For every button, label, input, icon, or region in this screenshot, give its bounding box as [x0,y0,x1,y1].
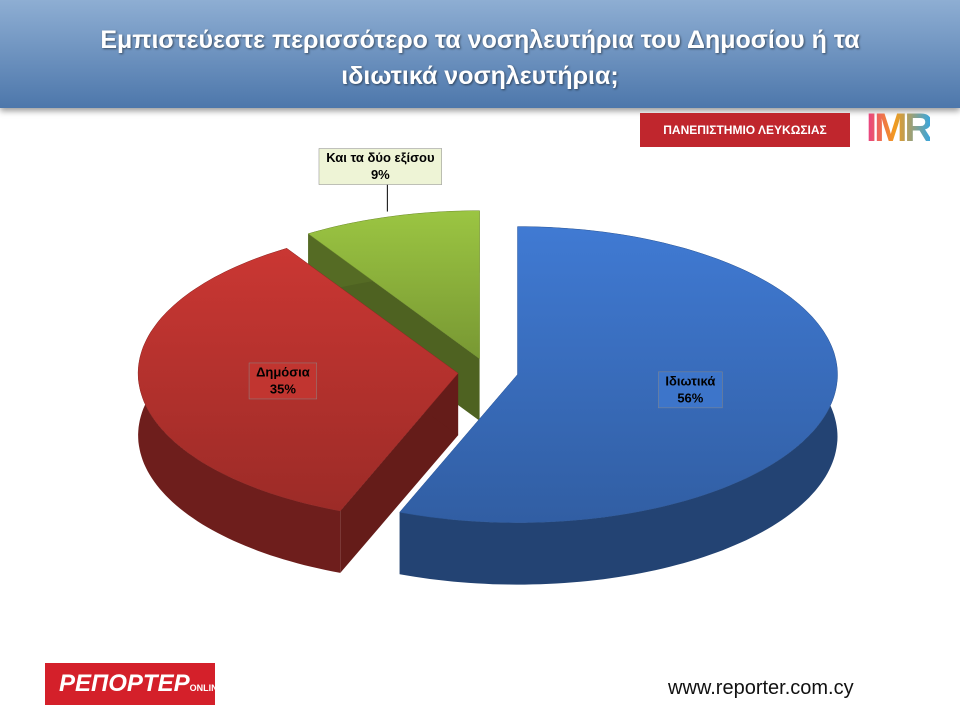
slice [399,226,838,523]
imr-logo: IMR [866,106,933,150]
reporter-sub: ONLINE [189,683,224,693]
slice-wall [340,373,459,573]
data-label-value: 9% [371,167,390,182]
chart-title: Εμπιστεύεστε περισσότερο τα νοσηλευτήρια… [100,26,860,90]
reporter-logo: ΡΕΠΟΡΤΕΡONLINE [45,663,224,705]
university-logo: ΠΑΝΕΠΙΣΤΗΜΙΟ ΛΕΥΚΩΣΙΑΣ [640,113,850,147]
data-label-category: Ιδιωτικά [665,373,715,388]
data-label-category: Και τα δύο εξίσου [326,150,435,165]
slice [307,210,480,360]
header [0,0,960,108]
footer-url: www.reporter.com.cy [668,677,854,699]
reporter-name: ΡΕΠΟΡΤΕΡ [59,670,190,697]
data-label-category: Δημόσια [256,364,310,379]
data-label-box [658,371,723,409]
data-label-value: 35% [270,381,296,396]
data-label-box [248,362,318,400]
slice [399,226,838,585]
data-label-value: 56% [677,390,703,405]
data-label-box [318,148,442,185]
